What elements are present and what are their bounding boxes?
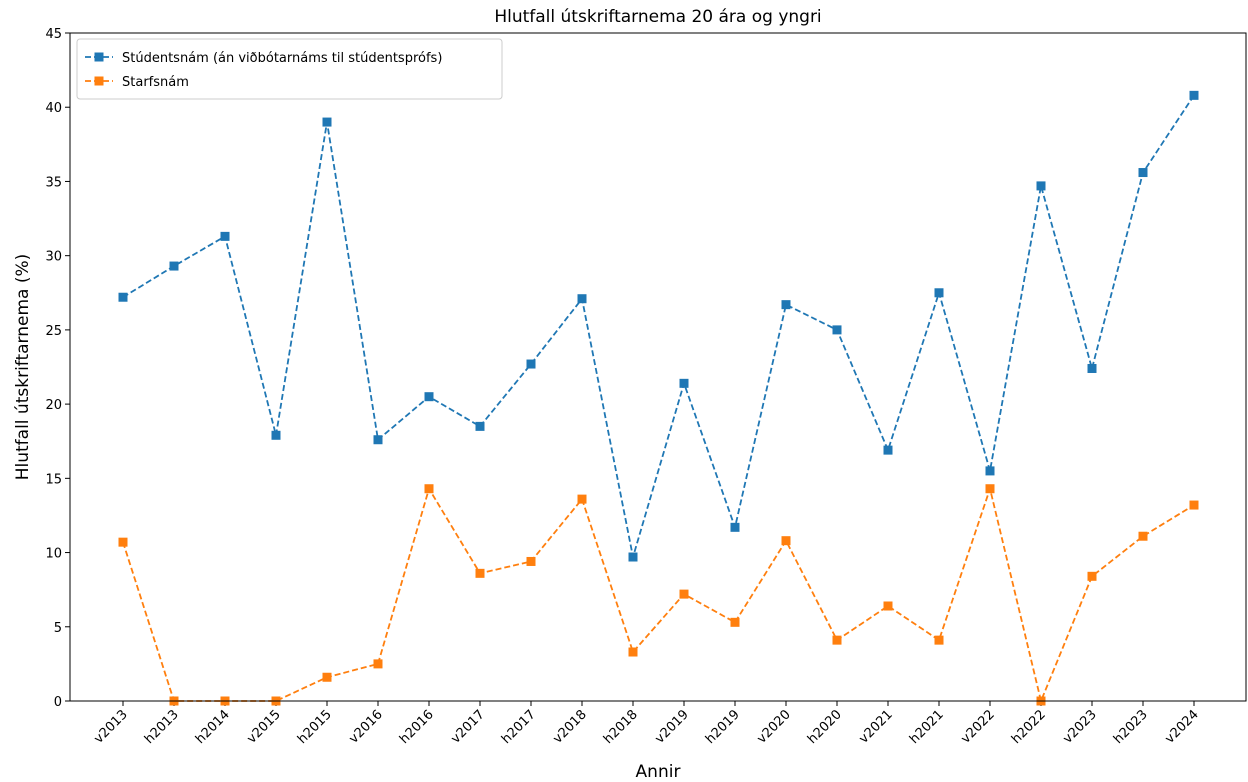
x-tick-label: v2016: [346, 707, 385, 746]
marker: [424, 392, 434, 402]
x-tick-label: v2021: [856, 707, 895, 746]
marker: [628, 647, 638, 657]
marker: [883, 445, 893, 455]
marker: [373, 659, 383, 669]
marker: [526, 359, 536, 369]
marker: [832, 635, 842, 645]
x-tick-label: v2018: [550, 707, 589, 746]
y-tick-label: 45: [45, 27, 62, 42]
x-tick-label: h2014: [193, 707, 233, 747]
marker: [1087, 363, 1097, 373]
legend-label: Stúdentsnám (án viðbótarnáms til stúdent…: [122, 51, 442, 66]
x-tick-label: h2013: [142, 707, 182, 747]
y-tick-label: 25: [45, 324, 62, 339]
marker: [373, 435, 383, 445]
chart-title: Hlutfall útskriftarnema 20 ára og yngri: [494, 7, 821, 27]
y-tick-label: 40: [45, 101, 62, 116]
legend-marker: [94, 52, 104, 62]
marker: [1087, 571, 1097, 581]
x-tick-label: h2018: [601, 707, 641, 747]
x-tick-label: v2022: [958, 707, 997, 746]
x-tick-label: v2017: [448, 707, 487, 746]
marker: [934, 288, 944, 298]
marker: [628, 552, 638, 562]
x-tick-label: h2021: [907, 707, 947, 747]
marker: [220, 231, 230, 241]
marker: [1189, 90, 1199, 100]
x-tick-label: h2023: [1111, 707, 1151, 747]
x-axis-label: Annir: [636, 762, 681, 782]
marker: [475, 568, 485, 578]
marker: [679, 589, 689, 599]
y-tick-label: 10: [45, 547, 62, 562]
marker: [1189, 500, 1199, 510]
x-tick-label: h2016: [397, 707, 437, 747]
x-tick-label: v2019: [652, 707, 691, 746]
marker: [832, 325, 842, 335]
marker: [781, 536, 791, 546]
marker: [322, 672, 332, 682]
marker: [577, 294, 587, 304]
legend-label: Starfsnám: [122, 75, 189, 90]
y-tick-label: 0: [54, 695, 62, 710]
series-line: [122, 94, 1195, 558]
marker: [1138, 168, 1148, 178]
legend-marker: [94, 76, 104, 86]
x-tick-label: v2015: [244, 707, 283, 746]
x-tick-label: h2017: [499, 707, 539, 747]
marker: [730, 617, 740, 627]
marker: [1138, 531, 1148, 541]
x-tick-label: h2020: [805, 707, 845, 747]
marker: [985, 484, 995, 494]
marker: [475, 421, 485, 431]
x-tick-label: h2015: [295, 707, 335, 747]
marker: [169, 261, 179, 271]
y-tick-label: 15: [45, 472, 62, 487]
marker: [679, 378, 689, 388]
marker: [271, 430, 281, 440]
y-tick-label: 20: [45, 398, 62, 413]
x-tick-label: v2013: [91, 707, 130, 746]
y-tick-label: 35: [45, 175, 62, 190]
x-tick-label: v2023: [1060, 707, 1099, 746]
x-tick-label: h2019: [703, 707, 743, 747]
marker: [577, 494, 587, 504]
marker: [118, 292, 128, 302]
marker: [424, 484, 434, 494]
plot-frame: [69, 32, 1247, 702]
x-tick-label: v2020: [754, 707, 793, 746]
marker: [985, 466, 995, 476]
series-line: [122, 485, 1195, 704]
x-tick-label: h2022: [1009, 707, 1049, 747]
y-axis-label: Hlutfall útskriftarnema (%): [13, 254, 33, 481]
marker: [781, 300, 791, 310]
marker: [883, 601, 893, 611]
y-tick-label: 30: [45, 250, 62, 265]
x-tick-label: v2024: [1162, 707, 1201, 746]
y-tick-label: 5: [54, 621, 62, 636]
marker: [526, 556, 536, 566]
legend-box: [76, 38, 503, 100]
marker: [730, 522, 740, 532]
marker: [322, 117, 332, 127]
marker: [934, 635, 944, 645]
marker: [118, 537, 128, 547]
marker: [1036, 181, 1046, 191]
